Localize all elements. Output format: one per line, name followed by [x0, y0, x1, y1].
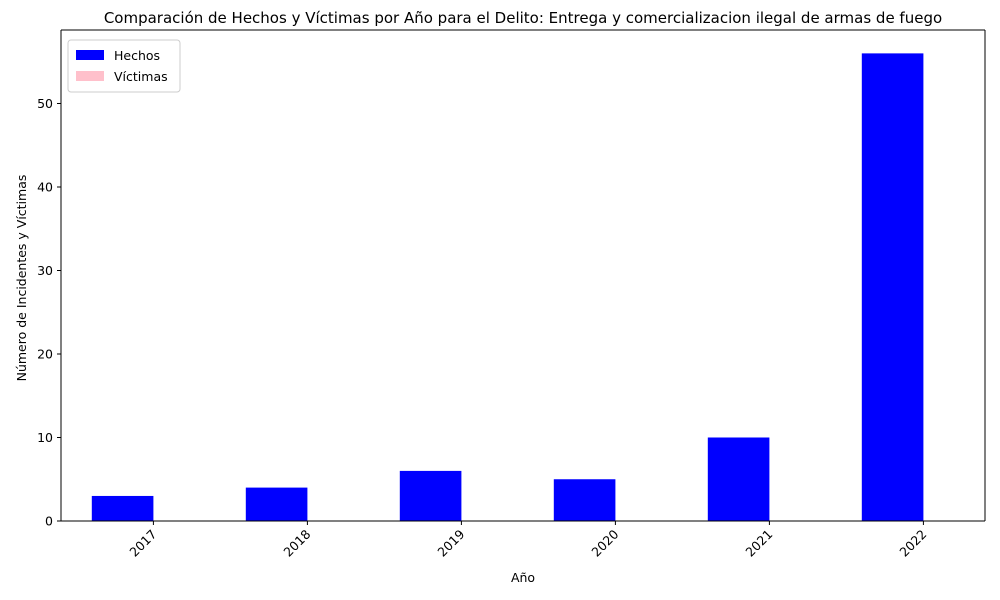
- bar-hechos-2019: [399, 470, 462, 521]
- y-tick-label: 20: [37, 346, 53, 361]
- x-ticks-group: 2017 2018 2019 2020 2021 2022: [126, 521, 930, 560]
- chart-title: Comparación de Hechos y Víctimas por Año…: [104, 9, 942, 27]
- x-tick-label: 2021: [742, 527, 775, 560]
- bars-group: [91, 53, 924, 521]
- y-tick-label: 0: [45, 514, 53, 529]
- bar-hechos-2020: [553, 479, 616, 521]
- y-tick-label: 40: [37, 179, 53, 194]
- x-tick-label: 2020: [588, 526, 621, 559]
- legend: Hechos Víctimas: [67, 39, 181, 93]
- bar-hechos-2017: [91, 495, 154, 521]
- legend-swatch-victimas: [76, 71, 104, 81]
- legend-label-hechos: Hechos: [114, 48, 160, 63]
- y-axis-label: Número de Incidentes y Víctimas: [14, 175, 29, 382]
- bar-hechos-2021: [707, 437, 770, 521]
- y-tick-label: 50: [37, 96, 53, 111]
- plot-area: [61, 30, 985, 521]
- x-axis-label: Año: [511, 570, 535, 585]
- axes-group: [60, 29, 986, 522]
- y-tick-label: 30: [37, 263, 53, 278]
- x-tick-label: 2017: [126, 527, 159, 560]
- y-tick-label: 10: [37, 430, 53, 445]
- bar-hechos-2018: [245, 487, 308, 521]
- x-tick-label: 2018: [280, 526, 313, 559]
- bar-hechos-2022: [861, 53, 924, 521]
- y-ticks-group: 0 10 20 30 40 50: [37, 96, 61, 529]
- legend-label-victimas: Víctimas: [114, 69, 168, 84]
- legend-swatch-hechos: [76, 50, 104, 60]
- x-tick-label: 2019: [434, 526, 467, 559]
- x-tick-label: 2022: [896, 527, 929, 560]
